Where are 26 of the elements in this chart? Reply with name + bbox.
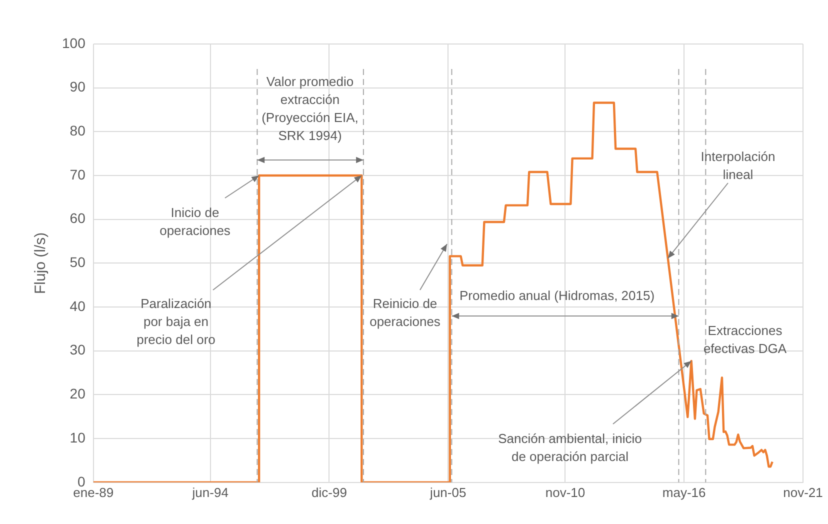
- y-tick-label: 50: [70, 254, 86, 270]
- annotation: Sanción ambiental, inicio de operación parcial: [498, 431, 642, 464]
- x-tick-label: nov-21: [783, 484, 823, 500]
- y-tick-label: 10: [70, 429, 86, 446]
- y-tick-label: 40: [70, 298, 86, 314]
- y-tick-label: 60: [70, 210, 86, 226]
- annotation: Extracciones efectivas DGA: [703, 323, 787, 356]
- y-tick-label: 100: [62, 34, 86, 51]
- x-tick-label: nov-10: [545, 484, 586, 500]
- y-tick-label: 90: [70, 78, 86, 95]
- y-axis-title: Flujo (l/s): [32, 232, 50, 294]
- annotation: Promedio anual (Hidromas, 2015): [459, 288, 655, 304]
- y-tick-label: 70: [70, 166, 86, 182]
- y-tick-label: 20: [70, 386, 86, 402]
- x-tick-label: jun-94: [191, 484, 228, 500]
- annotation: Inicio de operaciones: [160, 205, 231, 238]
- annotation: Paralización por baja en precio del oro: [136, 296, 216, 348]
- annotation: Interpolación lineal: [700, 149, 776, 182]
- x-tick-label: dic-99: [312, 484, 347, 500]
- y-tick-label: 0: [78, 473, 86, 490]
- y-tick-label: 30: [70, 342, 86, 358]
- x-tick-label: may-16: [662, 484, 706, 500]
- annotation: Valor promedio extracción (Proyección EIA, SRK 1994): [262, 74, 358, 144]
- x-tick-label: jun-05: [429, 484, 466, 500]
- annotation: Reinicio de operaciones: [370, 296, 441, 330]
- y-tick-label: 80: [70, 122, 86, 139]
